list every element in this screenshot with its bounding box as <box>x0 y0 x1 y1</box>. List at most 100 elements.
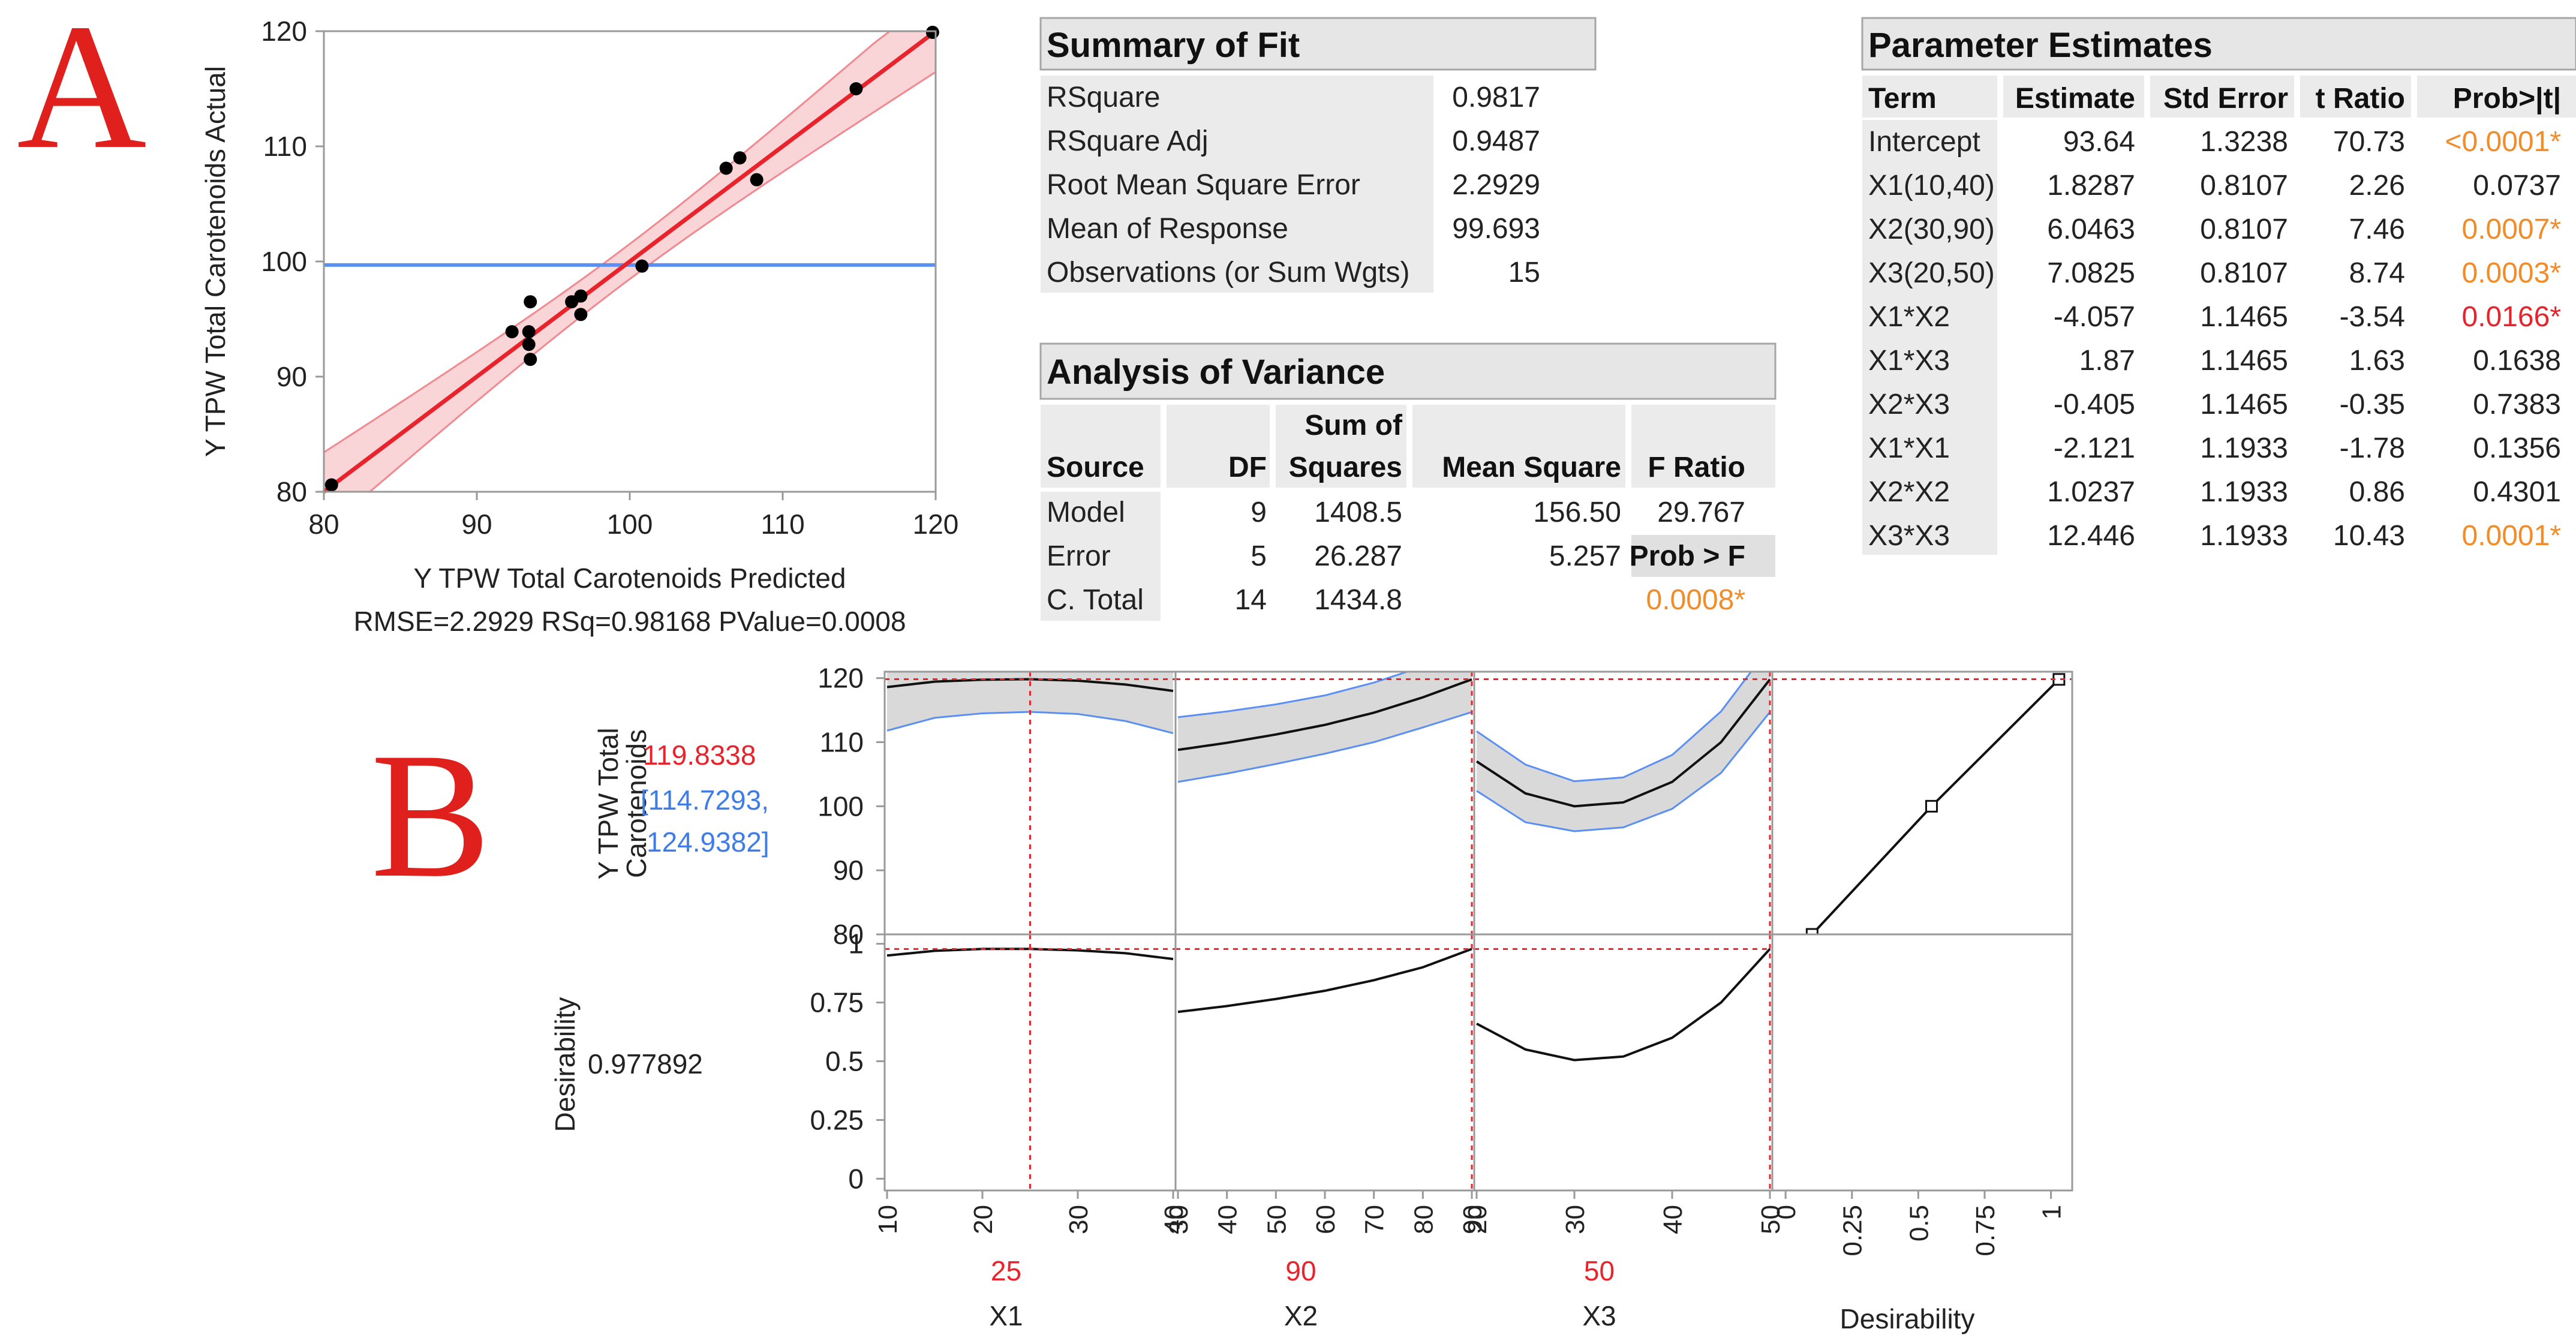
param-t-ratio: 70.73 <box>2333 126 2405 158</box>
x-tick-label: 90 <box>1458 1205 1487 1234</box>
y-tick-label: 1 <box>848 928 864 960</box>
param-prob: 0.1356 <box>2473 432 2561 464</box>
x-tick-label: 90 <box>461 509 492 540</box>
param-term: X3(20,50) <box>1868 257 1995 289</box>
param-std-error: 1.1933 <box>2200 476 2288 508</box>
x-tick-label: 0.5 <box>1904 1205 1934 1241</box>
x-tick-label: 50 <box>1262 1205 1291 1234</box>
summary-row-label: RSquare <box>1047 82 1160 113</box>
response-cell-x2 <box>1176 672 1474 934</box>
param-term: X1*X1 <box>1868 432 1950 464</box>
y-tick-label: 100 <box>261 246 307 277</box>
param-term: X1*X2 <box>1868 301 1950 333</box>
y-tick-label: 120 <box>261 16 307 47</box>
ci-band <box>1178 672 1472 782</box>
desirability-cell-frame <box>1771 933 2073 1192</box>
summary-row-value: 0.9487 <box>1452 125 1540 157</box>
desirability-cell-frame <box>1473 933 1774 1192</box>
parameter-rows: Intercept 93.64 1.3238 70.73 <0.0001* X1(10,4… <box>1868 126 2561 552</box>
summary-row-value: 15 <box>1508 257 1540 288</box>
panel-label-a: A <box>17 0 147 186</box>
anova-ms: 5.257 <box>1549 540 1621 572</box>
factor-current-value: 50 <box>1584 1255 1615 1286</box>
anova-title-bar <box>1039 342 1777 400</box>
x-tick-label: 0 <box>1772 1205 1801 1219</box>
factor-name: X1 <box>989 1300 1023 1331</box>
factor-name: X3 <box>1582 1300 1616 1331</box>
summary-title: Summary of Fit <box>1047 26 1300 65</box>
param-prob: 0.0007* <box>2462 214 2562 245</box>
desirability-cell-frame <box>1174 933 1475 1192</box>
param-estimate: 12.446 <box>2047 520 2135 552</box>
anova-ss: 26.287 <box>1314 540 1402 572</box>
ci-upper-line <box>1177 672 1411 718</box>
anova-rows: Model 9 1408.5 156.50 29.767 Error 5 26.287 5.25… <box>1047 497 1745 616</box>
anova-ss: 1434.8 <box>1314 584 1402 616</box>
factor-current-value: 90 <box>1285 1255 1316 1286</box>
param-std-error: 0.8107 <box>2200 170 2288 202</box>
y-tick-label: 100 <box>817 790 864 822</box>
param-col-term: Term <box>1868 83 1937 115</box>
desirability-handle <box>1925 799 1938 813</box>
anova-ss: 1408.5 <box>1314 497 1402 528</box>
param-t-ratio: -0.35 <box>2340 389 2405 420</box>
parameter-header: Term Estimate Std Error t Ratio Prob>|t| <box>1862 76 2576 118</box>
desirability-cell-x1 <box>885 934 1176 1190</box>
param-t-ratio: 8.74 <box>2349 257 2405 289</box>
summary-label-column <box>1041 76 1433 293</box>
factor-current-value: 25 <box>991 1255 1021 1286</box>
data-point <box>324 478 338 492</box>
anova-col-ss: Squares <box>1289 452 1402 483</box>
ci-lower-line <box>1476 711 1771 832</box>
x-tick-label: 20 <box>969 1205 998 1234</box>
anova-df: 9 <box>1251 497 1267 528</box>
anova-col-df: DF <box>1228 452 1267 483</box>
x-tick-label: 40 <box>1213 1205 1243 1234</box>
param-estimate: 1.8287 <box>2047 170 2135 202</box>
anova-df: 14 <box>1235 584 1267 616</box>
y-tick-label: 80 <box>833 919 864 950</box>
ci-upper-line <box>887 644 1173 649</box>
data-point <box>750 173 764 187</box>
ci-lower-line <box>1177 711 1472 783</box>
summary-title-bar <box>1039 17 1597 71</box>
anova-prob-header: Prob > F <box>1630 540 1745 572</box>
x-tick-label: 70 <box>1360 1205 1390 1234</box>
param-term: X1*X3 <box>1868 345 1950 377</box>
data-point <box>849 82 863 95</box>
anova-header: Source DF Sum of Squares Mean Square F R… <box>1041 405 1775 488</box>
anova-col-ss-top: Sum of <box>1304 410 1403 441</box>
response-label-line2: Carotenoids <box>621 729 652 878</box>
y-tick-label: 0.75 <box>810 987 864 1018</box>
x-tick-label: 30 <box>1064 1205 1093 1234</box>
ci-upper-line <box>1476 672 1753 783</box>
param-prob: 0.0166* <box>2462 301 2562 333</box>
prediction-trace <box>1475 678 1771 808</box>
summary-row-value: 99.693 <box>1452 213 1540 245</box>
param-estimate: -2.121 <box>2054 432 2135 464</box>
data-point <box>522 338 536 351</box>
param-col-t-ratio: t Ratio <box>2316 83 2405 115</box>
y-tick-label: 110 <box>820 727 864 758</box>
param-std-error: 0.8107 <box>2200 257 2288 289</box>
param-t-ratio: -1.78 <box>2340 432 2405 464</box>
anova-source: C. Total <box>1047 584 1144 616</box>
x-tick-label: 80 <box>308 509 339 540</box>
x-tick-label: 40 <box>1159 1205 1189 1234</box>
data-point <box>719 161 733 175</box>
anova-df: 5 <box>1251 540 1267 572</box>
response-cell-x3 <box>1474 672 1772 934</box>
desirability-handle <box>1805 928 1818 934</box>
data-point <box>524 353 537 366</box>
x-tick-label: 30 <box>1561 1205 1590 1234</box>
anova-source: Model <box>1047 497 1125 528</box>
data-point <box>574 289 588 303</box>
panel-label-b: B <box>371 715 491 915</box>
data-point <box>524 295 537 309</box>
prediction-profiler: Y TPW Total Carotenoids 119.8338 [114.72… <box>549 644 2073 1334</box>
param-t-ratio: 0.86 <box>2349 476 2405 508</box>
summary-row-label: Observations (or Sum Wgts) <box>1047 257 1409 288</box>
param-term: X2(30,90) <box>1868 214 1995 245</box>
